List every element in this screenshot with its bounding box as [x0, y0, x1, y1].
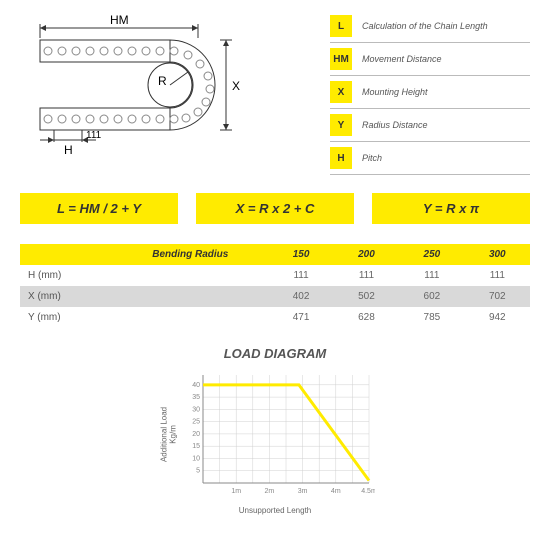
h-label: H [64, 143, 73, 157]
table-cell: 602 [399, 286, 464, 307]
legend-row: X Mounting Height [330, 76, 530, 109]
chart-xlabel: Unsupported Length [175, 506, 375, 515]
legend-key: Y [330, 114, 352, 136]
table-col-header: 300 [465, 244, 530, 265]
legend-text: Mounting Height [362, 87, 530, 97]
table-cell: 702 [465, 286, 530, 307]
table-col-header: 250 [399, 244, 464, 265]
table-cell: 111 [399, 265, 464, 286]
row-label: H (mm) [20, 265, 268, 286]
legend-row: L Calculation of the Chain Length [330, 10, 530, 43]
load-chart: 5 10 15 20 25 30 35 40 1m 2m 3m 4m 4.5m [175, 369, 375, 499]
chain-schematic: R HM X 111 H [20, 10, 300, 160]
table-cell: 402 [268, 286, 333, 307]
svg-text:25: 25 [192, 419, 200, 426]
formula-box: Y = R x π [372, 193, 530, 224]
svg-text:5: 5 [196, 468, 200, 475]
legend-key: HM [330, 48, 352, 70]
table-row: Y (mm)471628785942 [20, 307, 530, 328]
formula-box: L = HM / 2 + Y [20, 193, 178, 224]
legend-key: L [330, 15, 352, 37]
svg-text:30: 30 [192, 406, 200, 413]
top-section: R HM X 111 H LCalculation of the Chain L [20, 10, 530, 175]
svg-text:35: 35 [192, 394, 200, 401]
chart-ylabel: Additional LoadKg/m [160, 407, 178, 462]
legend-text: Pitch [362, 153, 530, 163]
row-label: X (mm) [20, 286, 268, 307]
table-row: H (mm)111111111111 [20, 265, 530, 286]
load-chart-area: Additional LoadKg/m 5 10 15 20 25 30 35 40 1m 2m 3… [20, 369, 530, 515]
svg-text:4m: 4m [331, 488, 341, 495]
svg-text:40: 40 [192, 382, 200, 389]
r-label: R [158, 74, 167, 88]
table-header-label: Bending Radius [20, 244, 268, 265]
legend: L Calculation of the Chain Length HM Moveme… [330, 10, 530, 175]
svg-text:3m: 3m [298, 488, 308, 495]
svg-text:2m: 2m [265, 488, 275, 495]
svg-text:15: 15 [192, 443, 200, 450]
legend-text: Movement Distance [362, 54, 530, 64]
legend-text: Calculation of the Chain Length [362, 21, 530, 31]
legend-row: HM Movement Distance [330, 43, 530, 76]
table-row: X (mm)402502602702 [20, 286, 530, 307]
h-value: 111 [86, 130, 102, 141]
formula-box: X = R x 2 + C [196, 193, 354, 224]
hm-label: HM [110, 13, 129, 27]
row-label: Y (mm) [20, 307, 268, 328]
svg-text:1m: 1m [231, 488, 241, 495]
table-cell: 502 [334, 286, 399, 307]
legend-row: Y Radius Distance [330, 109, 530, 142]
table-cell: 785 [399, 307, 464, 328]
table-col-header: 150 [268, 244, 333, 265]
legend-row: H Pitch [330, 142, 530, 175]
table-cell: 628 [334, 307, 399, 328]
legend-key: X [330, 81, 352, 103]
table-cell: 111 [465, 265, 530, 286]
table-cell: 471 [268, 307, 333, 328]
table-cell: 111 [268, 265, 333, 286]
x-label: X [232, 79, 240, 93]
table-col-header: 200 [334, 244, 399, 265]
svg-text:20: 20 [192, 431, 200, 438]
load-diagram-title: LOAD DIAGRAM [20, 346, 530, 361]
legend-text: Radius Distance [362, 120, 530, 130]
bending-radius-table: Bending Radius150200250300 H (mm)1111111… [20, 244, 530, 328]
legend-key: H [330, 147, 352, 169]
svg-text:4.5m: 4.5m [361, 488, 375, 495]
table-cell: 111 [334, 265, 399, 286]
table-cell: 942 [465, 307, 530, 328]
formulas-row: L = HM / 2 + Y X = R x 2 + C Y = R x π [20, 193, 530, 224]
svg-text:10: 10 [192, 455, 200, 462]
